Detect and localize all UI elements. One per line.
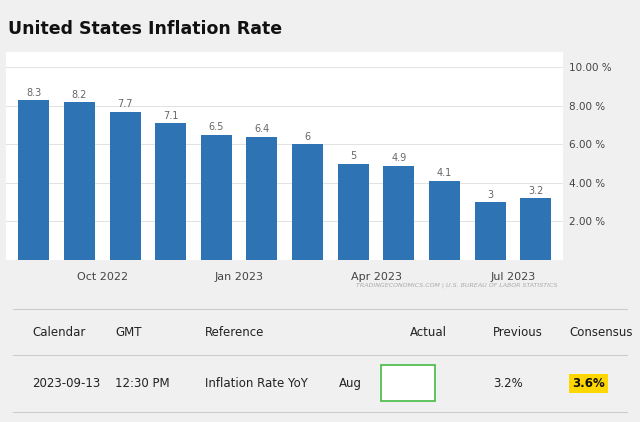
Text: 3: 3 bbox=[487, 189, 493, 200]
Text: Consensus: Consensus bbox=[570, 326, 633, 338]
Bar bbox=[155, 123, 186, 260]
Text: 7.7: 7.7 bbox=[117, 99, 133, 109]
Text: Actual: Actual bbox=[410, 326, 447, 338]
Text: 4.1: 4.1 bbox=[437, 168, 452, 179]
Text: Inflation Rate YoY: Inflation Rate YoY bbox=[205, 377, 308, 390]
Text: TRADINGECONOMICS.COM | U.S. BUREAU OF LABOR STATISTICS: TRADINGECONOMICS.COM | U.S. BUREAU OF LA… bbox=[356, 283, 557, 288]
Text: 6.5: 6.5 bbox=[209, 122, 224, 132]
Text: 3.6%: 3.6% bbox=[572, 377, 605, 390]
Text: 7.1: 7.1 bbox=[163, 111, 179, 121]
Text: Reference: Reference bbox=[205, 326, 264, 338]
Text: 2023-09-13: 2023-09-13 bbox=[32, 377, 100, 390]
Text: 6: 6 bbox=[305, 132, 310, 142]
Bar bbox=[64, 102, 95, 260]
Bar bbox=[475, 202, 506, 260]
Bar bbox=[338, 164, 369, 260]
Text: 5: 5 bbox=[350, 151, 356, 161]
Text: Jul 2023: Jul 2023 bbox=[490, 272, 536, 282]
Text: GMT: GMT bbox=[115, 326, 141, 338]
Bar bbox=[201, 135, 232, 260]
Text: Apr 2023: Apr 2023 bbox=[351, 272, 401, 282]
Bar bbox=[520, 198, 551, 260]
Bar bbox=[383, 165, 415, 260]
Text: 8.2: 8.2 bbox=[72, 89, 87, 100]
Bar bbox=[292, 144, 323, 260]
Text: Previous: Previous bbox=[493, 326, 543, 338]
Text: 12:30 PM: 12:30 PM bbox=[115, 377, 170, 390]
Bar bbox=[19, 100, 49, 260]
Text: Jan 2023: Jan 2023 bbox=[214, 272, 264, 282]
Bar bbox=[429, 181, 460, 260]
Bar bbox=[109, 112, 141, 260]
Text: 6.4: 6.4 bbox=[254, 124, 269, 134]
Text: Calendar: Calendar bbox=[32, 326, 85, 338]
Text: 8.3: 8.3 bbox=[26, 88, 42, 97]
Text: Aug: Aug bbox=[339, 377, 362, 390]
Text: United States Inflation Rate: United States Inflation Rate bbox=[8, 19, 282, 38]
Text: 3.2%: 3.2% bbox=[493, 377, 522, 390]
Bar bbox=[246, 137, 278, 260]
FancyBboxPatch shape bbox=[381, 365, 435, 401]
Text: 3.2: 3.2 bbox=[528, 186, 543, 196]
Text: Oct 2022: Oct 2022 bbox=[77, 272, 128, 282]
Text: 4.9: 4.9 bbox=[391, 153, 406, 163]
